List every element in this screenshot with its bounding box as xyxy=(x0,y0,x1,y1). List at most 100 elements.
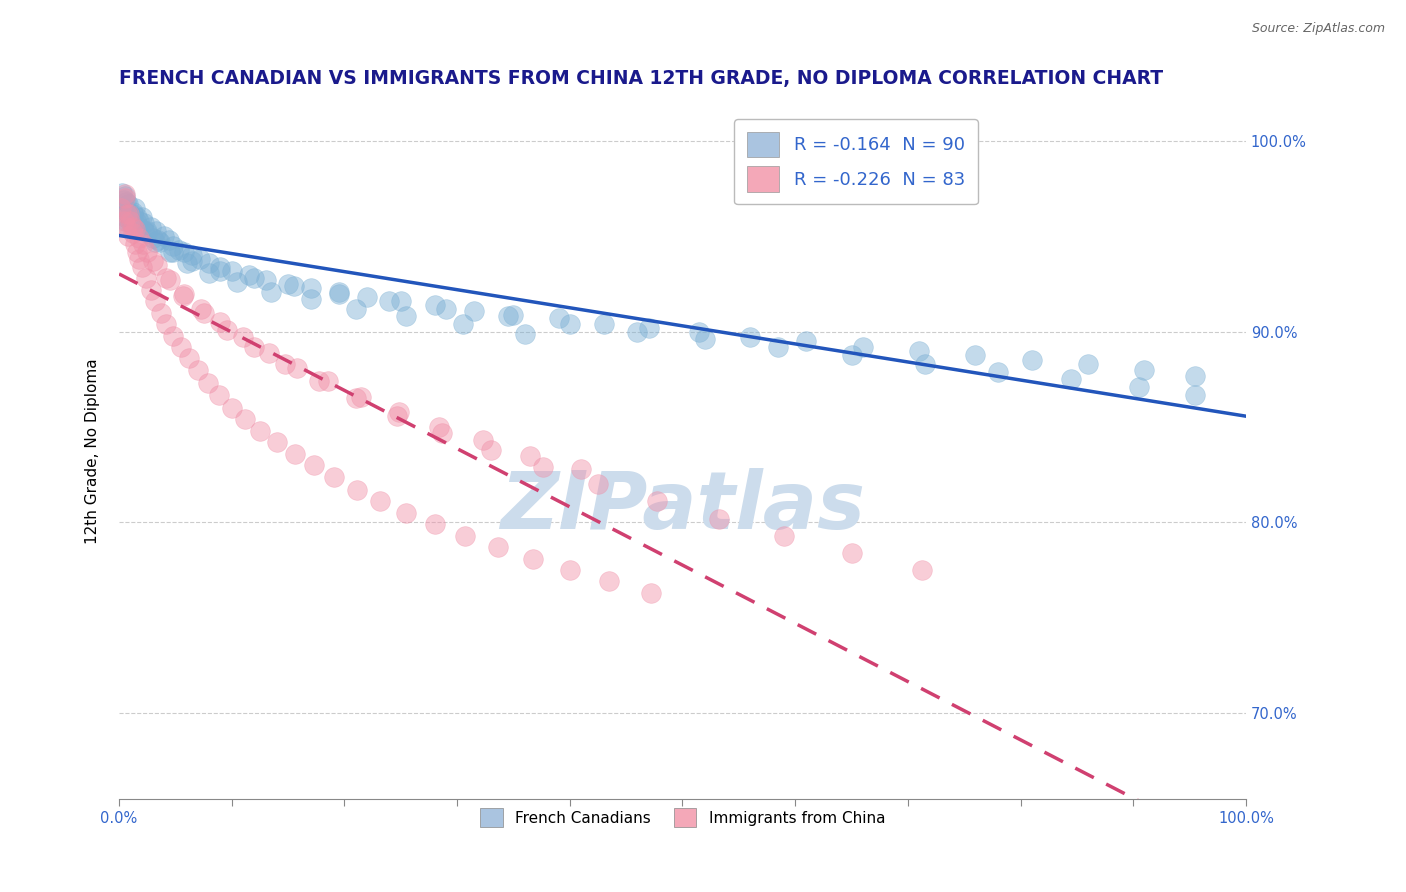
Point xyxy=(283,279,305,293)
Point xyxy=(232,330,254,344)
Point xyxy=(136,244,159,259)
Point xyxy=(277,277,299,291)
Point xyxy=(198,266,221,280)
Point xyxy=(142,231,165,245)
Point xyxy=(479,442,502,457)
Point xyxy=(496,310,519,324)
Point xyxy=(143,294,166,309)
Point xyxy=(328,285,350,299)
Point xyxy=(688,325,710,339)
Point xyxy=(299,293,322,307)
Point xyxy=(187,363,209,377)
Point xyxy=(221,264,243,278)
Point xyxy=(128,219,150,234)
Point xyxy=(121,226,143,240)
Point xyxy=(243,340,266,354)
Point xyxy=(162,239,184,253)
Point xyxy=(370,494,392,508)
Point xyxy=(852,340,875,354)
Point xyxy=(738,330,761,344)
Point xyxy=(454,529,477,543)
Point xyxy=(120,206,142,220)
Point xyxy=(598,574,620,589)
Point xyxy=(124,221,146,235)
Point xyxy=(112,193,135,207)
Point xyxy=(308,374,330,388)
Point xyxy=(177,351,200,366)
Point xyxy=(284,447,307,461)
Point xyxy=(323,469,346,483)
Point xyxy=(159,244,181,259)
Point xyxy=(395,310,418,324)
Point xyxy=(328,286,350,301)
Point xyxy=(128,214,150,228)
Point xyxy=(451,317,474,331)
Point xyxy=(569,462,592,476)
Point xyxy=(148,233,170,247)
Point xyxy=(346,483,368,497)
Point xyxy=(114,201,136,215)
Point xyxy=(273,357,295,371)
Point xyxy=(139,283,162,297)
Point xyxy=(693,332,716,346)
Point xyxy=(908,343,931,358)
Point xyxy=(285,361,308,376)
Point xyxy=(768,340,790,354)
Point xyxy=(124,237,146,252)
Point xyxy=(513,326,536,341)
Point xyxy=(266,435,288,450)
Point xyxy=(233,412,256,426)
Point xyxy=(114,214,136,228)
Point xyxy=(120,216,142,230)
Point xyxy=(142,254,165,268)
Point xyxy=(117,229,139,244)
Point xyxy=(1128,380,1150,394)
Point xyxy=(389,294,412,309)
Point xyxy=(124,201,146,215)
Point xyxy=(114,187,136,202)
Point xyxy=(302,458,325,473)
Point xyxy=(707,511,730,525)
Point xyxy=(350,390,373,404)
Point xyxy=(125,214,148,228)
Point xyxy=(155,271,177,285)
Point xyxy=(1077,357,1099,371)
Text: FRENCH CANADIAN VS IMMIGRANTS FROM CHINA 12TH GRADE, NO DIPLOMA CORRELATION CHAR: FRENCH CANADIAN VS IMMIGRANTS FROM CHINA… xyxy=(120,69,1163,87)
Point xyxy=(645,494,668,508)
Point xyxy=(356,290,378,304)
Point xyxy=(387,409,409,423)
Point xyxy=(209,264,232,278)
Point xyxy=(387,405,409,419)
Point xyxy=(434,301,457,316)
Point xyxy=(208,387,231,401)
Point xyxy=(531,460,554,475)
Point xyxy=(170,340,193,354)
Point xyxy=(114,189,136,203)
Legend: French Canadians, Immigrants from China: French Canadians, Immigrants from China xyxy=(474,802,891,833)
Point xyxy=(1184,387,1206,401)
Point xyxy=(143,235,166,249)
Point xyxy=(112,214,135,228)
Point xyxy=(162,244,184,259)
Point xyxy=(125,244,148,259)
Point xyxy=(128,252,150,267)
Point xyxy=(139,219,162,234)
Point xyxy=(115,206,138,220)
Point xyxy=(121,219,143,234)
Point xyxy=(121,204,143,219)
Text: Source: ZipAtlas.com: Source: ZipAtlas.com xyxy=(1251,22,1385,36)
Point xyxy=(118,206,141,220)
Point xyxy=(173,244,195,259)
Point xyxy=(120,209,142,223)
Point xyxy=(965,348,987,362)
Point xyxy=(153,229,176,244)
Point xyxy=(117,219,139,234)
Point xyxy=(1021,353,1043,368)
Point xyxy=(257,345,280,359)
Point xyxy=(132,237,155,252)
Point xyxy=(149,306,172,320)
Point xyxy=(558,317,581,331)
Point xyxy=(181,248,204,262)
Point xyxy=(260,285,283,299)
Point xyxy=(145,224,167,238)
